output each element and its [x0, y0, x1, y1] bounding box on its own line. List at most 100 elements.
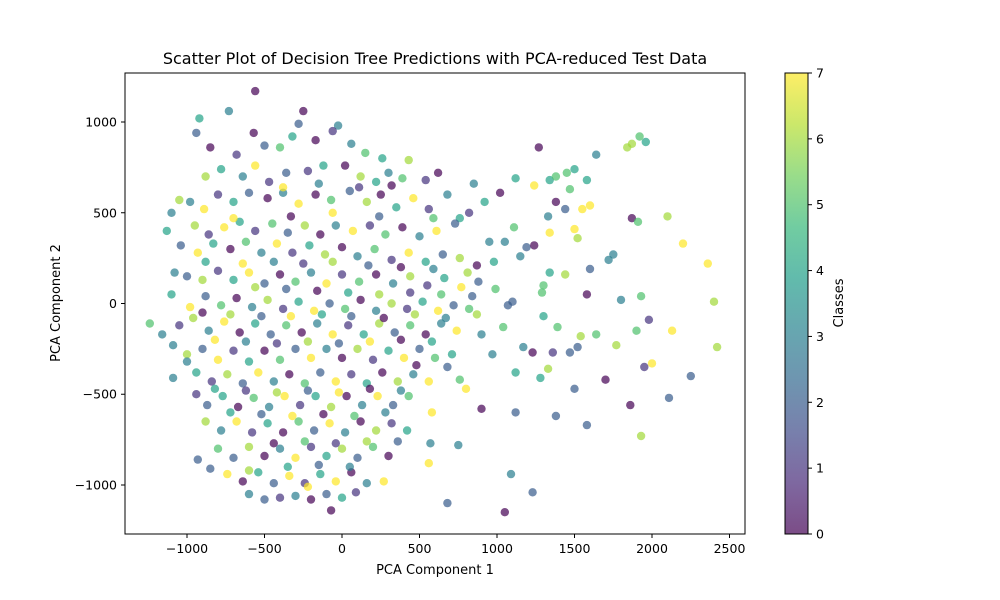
scatter-point [238, 172, 247, 181]
scatter-point [244, 188, 254, 197]
scatter-point [325, 419, 334, 428]
scatter-point [365, 337, 375, 346]
scatter-point [432, 226, 441, 236]
scatter-point [406, 321, 415, 330]
scatter-point [244, 466, 254, 475]
scatter-point [291, 344, 300, 354]
scatter-point [398, 223, 407, 232]
scatter-point [469, 179, 478, 188]
scatter-point [168, 373, 178, 383]
scatter-point [204, 326, 213, 335]
scatter-point [288, 248, 297, 257]
scatter-point [220, 317, 229, 326]
scatter-point [249, 128, 258, 138]
scatter-point [223, 370, 232, 379]
scatter-point [347, 312, 356, 321]
scatter-point [373, 391, 382, 401]
scatter-point [437, 319, 446, 328]
scatter-point [294, 199, 303, 208]
scatter-point [375, 319, 384, 328]
scatter-point [396, 335, 406, 344]
scatter-point [300, 221, 309, 230]
scatter-point [326, 195, 336, 205]
scatter-point [266, 330, 275, 339]
scatter-point [379, 313, 388, 323]
scatter-point [627, 214, 637, 223]
scatter-point [537, 288, 547, 297]
scatter-point [294, 417, 303, 426]
scatter-point [412, 361, 421, 370]
scatter-point [238, 259, 247, 268]
scatter-point [257, 410, 266, 419]
scatter-point [578, 204, 587, 214]
scatter-point [404, 155, 413, 165]
scatter-point [275, 270, 285, 279]
scatter-point [415, 232, 424, 241]
scatter-point [616, 295, 626, 305]
scatter-point [609, 250, 618, 259]
scatter-point [344, 321, 353, 330]
scatter-point [198, 275, 207, 285]
scatter-point [553, 322, 562, 332]
scatter-point [421, 175, 430, 185]
scatter-point [257, 312, 266, 321]
scatter-point [500, 237, 509, 246]
scatter-point [229, 453, 238, 462]
scatter-point [247, 428, 257, 437]
scatter-point [251, 226, 260, 236]
scatter-point [175, 195, 184, 205]
scatter-point [345, 462, 354, 471]
x-tick-label: 0 [338, 541, 346, 556]
scatter-point [378, 368, 387, 377]
scatter-point [328, 208, 337, 217]
scatter-point [353, 344, 362, 354]
scatter-point [601, 375, 610, 384]
scatter-point [158, 330, 167, 339]
scatter-point [299, 259, 308, 268]
scatter-point [390, 328, 399, 337]
scatter-point [387, 181, 396, 190]
scatter-point [309, 306, 319, 315]
scatter-point [415, 344, 424, 354]
scatter-point [203, 400, 212, 410]
scatter-point [300, 379, 309, 388]
scatter-point [207, 377, 216, 386]
scatter-point [647, 359, 657, 368]
scatter-point [244, 489, 254, 499]
scatter-point [443, 362, 452, 372]
y-axis: −1000 −500 0 500 1000 [75, 115, 125, 492]
scatter-point [365, 384, 375, 393]
scatter-point [264, 402, 274, 412]
scatter-point [241, 386, 251, 395]
scatter-point [251, 86, 260, 96]
scatter-point [570, 165, 579, 174]
scatter-point [576, 332, 585, 341]
scatter-point [283, 228, 292, 237]
scatter-point [562, 168, 571, 177]
scatter-point [433, 306, 443, 315]
scatter-point [251, 283, 260, 292]
scatter-point [712, 342, 722, 352]
scatter-point [582, 290, 592, 299]
scatter-point [582, 420, 592, 430]
scatter-point [317, 310, 327, 319]
scatter-point [340, 304, 350, 314]
scatter-point [303, 482, 313, 491]
scatter-point [291, 453, 300, 462]
scatter-point [229, 214, 238, 223]
scatter-point [570, 224, 579, 234]
scatter-point [375, 290, 384, 299]
scatter-point [347, 139, 356, 148]
colorbar-tick-label: 7 [816, 66, 824, 81]
scatter-point [322, 344, 331, 354]
scatter-point [539, 312, 548, 321]
scatter-point [426, 439, 435, 448]
scatter-point [204, 230, 213, 239]
scatter-point [455, 214, 464, 223]
scatter-point [424, 459, 433, 468]
scatter-point [421, 257, 430, 266]
scatter-point [201, 257, 210, 266]
scatter-point [368, 355, 378, 364]
